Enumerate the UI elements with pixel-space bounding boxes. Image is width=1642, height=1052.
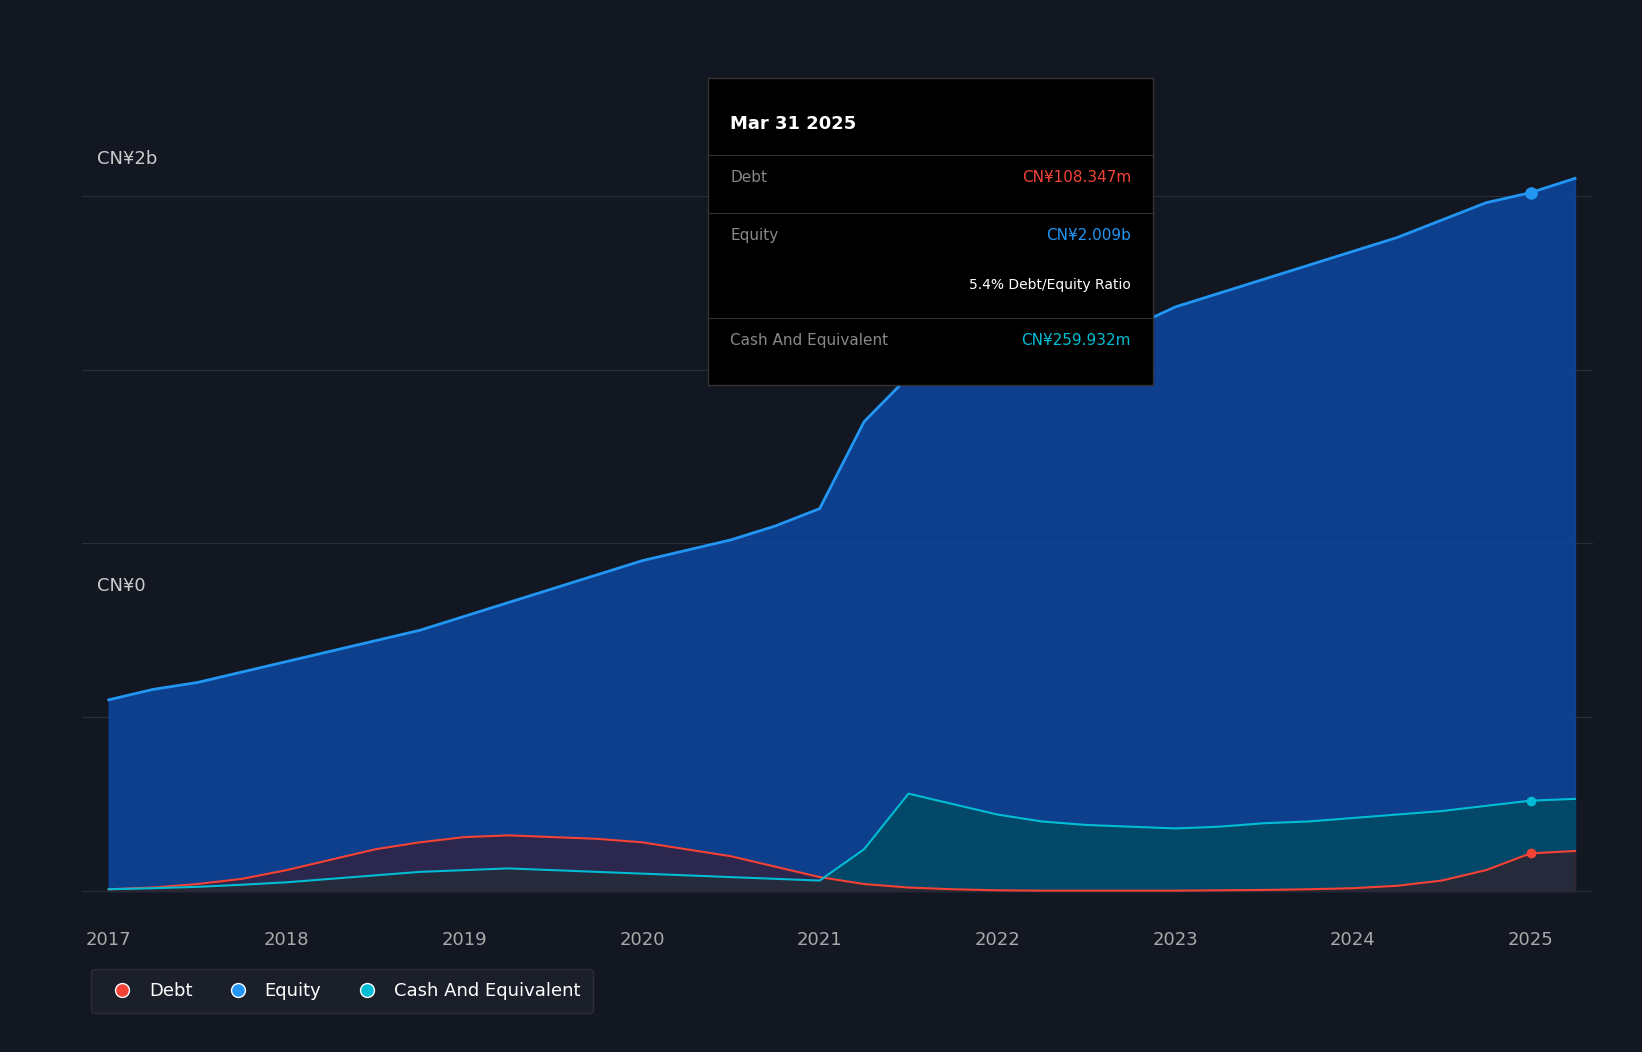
- Text: CN¥259.932m: CN¥259.932m: [1021, 333, 1131, 348]
- Legend: Debt, Equity, Cash And Equivalent: Debt, Equity, Cash And Equivalent: [90, 969, 593, 1013]
- Text: CN¥108.347m: CN¥108.347m: [1021, 170, 1131, 185]
- Text: Cash And Equivalent: Cash And Equivalent: [731, 333, 888, 348]
- Text: Debt: Debt: [731, 170, 767, 185]
- Text: Equity: Equity: [731, 228, 778, 243]
- Text: 5.4% Debt/Equity Ratio: 5.4% Debt/Equity Ratio: [969, 278, 1131, 291]
- Text: CN¥2b: CN¥2b: [97, 150, 158, 168]
- Text: CN¥0: CN¥0: [97, 576, 146, 595]
- Text: CN¥2.009b: CN¥2.009b: [1046, 228, 1131, 243]
- Text: Mar 31 2025: Mar 31 2025: [731, 115, 857, 133]
